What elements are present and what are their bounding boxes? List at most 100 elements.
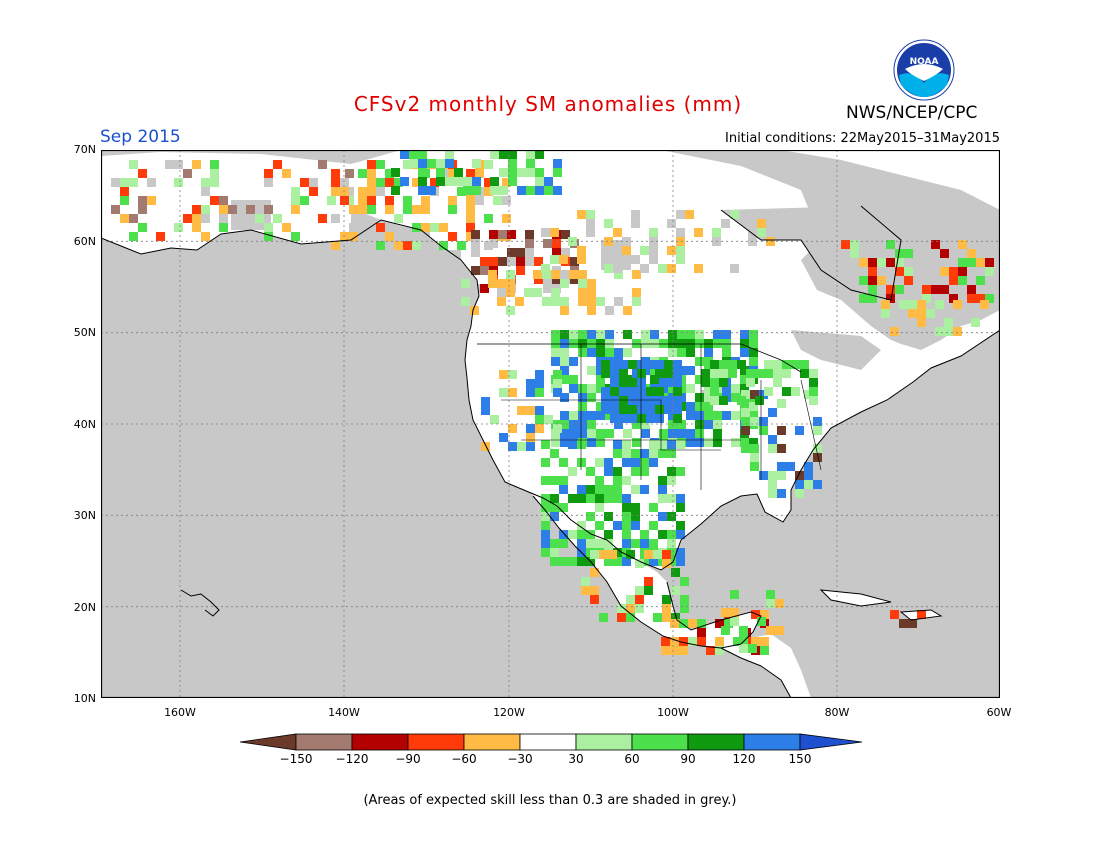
anomaly-cell — [653, 613, 662, 622]
anomaly-cell — [560, 357, 569, 366]
anomaly-cell — [631, 512, 640, 521]
anomaly-cell — [632, 297, 641, 306]
anomaly-cell — [454, 168, 463, 177]
anomaly-cell — [619, 414, 628, 423]
anomaly-map — [101, 150, 1000, 698]
anomaly-cell — [551, 330, 560, 339]
anomaly-cell — [358, 205, 367, 214]
anomaly-cell — [635, 604, 644, 613]
anomaly-cell — [953, 300, 962, 309]
anomaly-cell — [704, 357, 713, 366]
anomaly-cell — [282, 223, 291, 232]
anomaly-cell — [587, 420, 596, 429]
legend-tick-label: −90 — [395, 752, 421, 766]
anomaly-cell — [601, 369, 610, 378]
anomaly-cell — [466, 214, 475, 223]
anomaly-cell — [586, 494, 595, 503]
anomaly-cell — [560, 393, 569, 402]
anomaly-cell — [676, 548, 685, 557]
anomaly-cell — [664, 396, 673, 405]
anomaly-cell — [760, 610, 769, 619]
anomaly-cell — [561, 248, 570, 257]
anomaly-cell — [658, 440, 667, 449]
anomaly-cell — [953, 327, 962, 336]
anomaly-cell — [577, 440, 586, 449]
anomaly-cell — [345, 169, 354, 178]
anomaly-cell — [721, 626, 730, 635]
anomaly-cell — [694, 228, 703, 237]
coastlines — [101, 205, 1000, 698]
lon-label-80w: 80W — [824, 706, 850, 719]
anomaly-cell — [659, 375, 668, 384]
anomaly-cell — [400, 177, 409, 186]
anomaly-cell — [550, 255, 559, 264]
anomaly-cell — [613, 449, 622, 458]
anomaly-cell — [524, 288, 533, 297]
anomaly-cell — [746, 378, 755, 387]
anomaly-cell — [686, 366, 695, 375]
anomaly-cell — [506, 279, 515, 288]
anomaly-cell — [605, 348, 614, 357]
anomaly-cell — [541, 494, 550, 503]
anomaly-cell — [671, 568, 680, 577]
anomaly-cell — [766, 626, 775, 635]
anomaly-cell — [658, 485, 667, 494]
anomaly-cell — [586, 512, 595, 521]
anomaly-cell — [508, 442, 517, 451]
anomaly-cell — [741, 408, 750, 417]
anomaly-cell — [655, 396, 664, 405]
anomaly-cell — [841, 240, 850, 249]
anomaly-cell — [309, 178, 318, 187]
anomaly-cell — [526, 433, 535, 442]
anomaly-cell — [650, 339, 659, 348]
anomaly-cell — [980, 300, 989, 309]
anomaly-cell — [626, 613, 635, 622]
legend-swatch — [519, 733, 577, 751]
anomaly-cell — [795, 426, 804, 435]
anomaly-cell — [628, 396, 637, 405]
anomaly-cell — [850, 240, 859, 249]
anomaly-cell — [525, 257, 534, 266]
anomaly-cell — [722, 330, 731, 339]
anomaly-cell — [506, 306, 515, 315]
anomaly-cell — [686, 384, 695, 393]
anomaly-cell — [710, 378, 719, 387]
anomaly-cell — [358, 196, 367, 205]
anomaly-cell — [610, 396, 619, 405]
anomaly-cell — [376, 178, 385, 187]
anomaly-cell — [445, 177, 454, 186]
anomaly-cell — [631, 485, 640, 494]
anomaly-cell — [967, 258, 976, 267]
anomaly-cell — [331, 178, 340, 187]
anomaly-cell — [676, 228, 685, 237]
anomaly-cell — [560, 348, 569, 357]
anomaly-cell — [786, 462, 795, 471]
anomaly-cell — [436, 159, 445, 168]
anomaly-cell — [664, 405, 673, 414]
anomaly-cell — [764, 387, 773, 396]
anomaly-cell — [596, 348, 605, 357]
anomaly-cell — [641, 339, 650, 348]
anomaly-cell — [686, 330, 695, 339]
anomaly-cell — [741, 390, 750, 399]
anomaly-cell — [605, 330, 614, 339]
anomaly-cell — [526, 150, 535, 159]
anomaly-cell — [782, 360, 791, 369]
anomaly-cell — [427, 159, 436, 168]
skill-footnote: (Areas of expected skill less than 0.3 a… — [363, 793, 737, 808]
anomaly-cell — [174, 223, 183, 232]
anomaly-cell — [587, 288, 596, 297]
anomaly-cell — [595, 521, 604, 530]
anomaly-cell — [488, 270, 497, 279]
anomaly-cell — [526, 406, 535, 415]
anomaly-cell — [804, 390, 813, 399]
anomaly-cell — [526, 388, 535, 397]
anomaly-cell — [777, 444, 786, 453]
anomaly-cell — [427, 186, 436, 195]
anomaly-cell — [610, 414, 619, 423]
anomaly-cell — [667, 219, 676, 228]
anomaly-cell — [664, 369, 673, 378]
anomaly-cell — [749, 339, 758, 348]
anomaly-cell — [724, 619, 733, 628]
anomaly-cell — [704, 411, 713, 420]
